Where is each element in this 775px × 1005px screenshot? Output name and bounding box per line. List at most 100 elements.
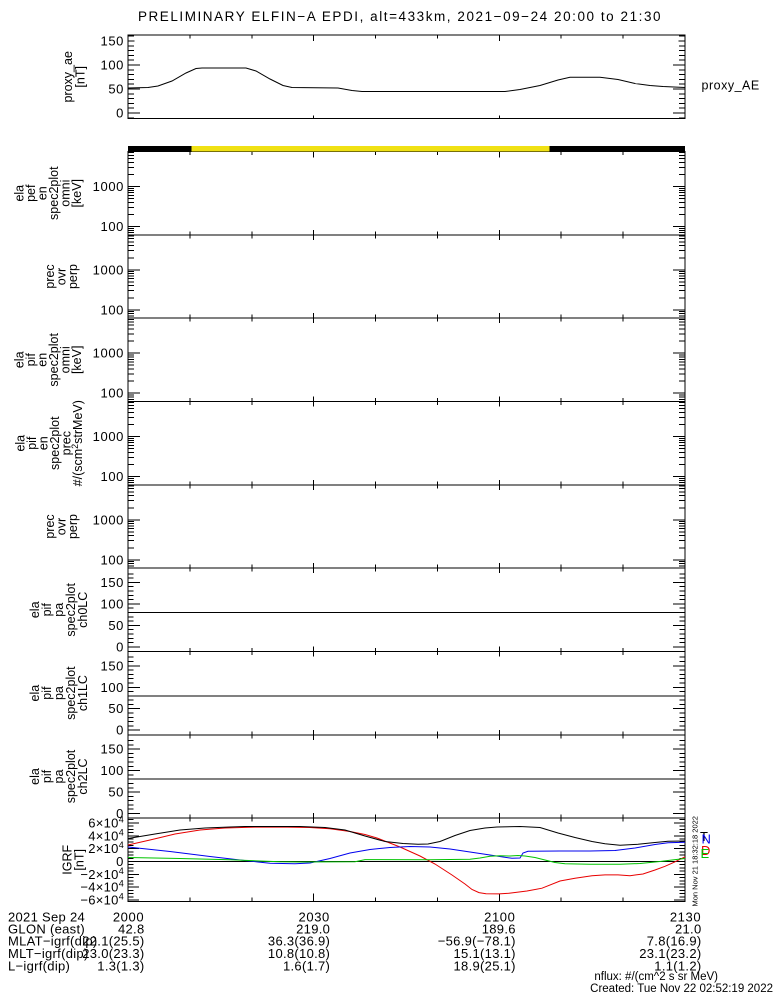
svg-text:100: 100 (101, 552, 125, 567)
svg-text:en: en (37, 436, 51, 450)
svg-text:1000: 1000 (93, 179, 124, 194)
svg-text:T: T (700, 829, 708, 844)
svg-text:150: 150 (101, 742, 125, 757)
svg-text:2100: 2100 (484, 909, 515, 924)
svg-text:pif: pif (24, 353, 38, 367)
svg-text:[nT]: [nT] (74, 66, 88, 88)
svg-text:E: E (701, 846, 710, 861)
svg-text:18.9(25.1): 18.9(25.1) (454, 959, 516, 974)
svg-text:pif: pif (40, 686, 54, 700)
svg-text:D: D (701, 843, 710, 858)
svg-text:PRELIMINARY ELFIN−A EPDI, alt=: PRELIMINARY ELFIN−A EPDI, alt=433km, 202… (138, 9, 662, 24)
svg-text:omni: omni (59, 346, 73, 373)
svg-text:IGRF: IGRF (61, 845, 75, 875)
svg-text:ovr: ovr (55, 518, 69, 535)
svg-text:−56.9(−78.1): −56.9(−78.1) (438, 934, 516, 949)
svg-text:6×104: 6×104 (88, 814, 124, 830)
svg-text:50: 50 (108, 618, 124, 633)
svg-text:ch2LC: ch2LC (76, 758, 90, 794)
svg-text:0: 0 (116, 106, 124, 121)
svg-text:10.8(10.8): 10.8(10.8) (268, 946, 330, 961)
svg-text:prec: prec (43, 264, 57, 288)
svg-text:ela: ela (13, 185, 27, 202)
svg-text:omni: omni (59, 180, 73, 207)
svg-text:MLT−igrf(dip): MLT−igrf(dip) (8, 946, 89, 961)
svg-text:ela: ela (28, 685, 42, 702)
svg-text:pa: pa (52, 603, 66, 617)
svg-text:100: 100 (101, 386, 125, 401)
svg-text:ch0LC: ch0LC (76, 592, 90, 628)
svg-text:pa: pa (52, 770, 66, 784)
svg-text:150: 150 (101, 658, 125, 673)
svg-text:Mon Nov 21 18:32:18 2022: Mon Nov 21 18:32:18 2022 (691, 816, 700, 906)
svg-text:100: 100 (101, 596, 125, 611)
svg-text:perp: perp (66, 264, 80, 289)
svg-text:1000: 1000 (93, 346, 124, 361)
svg-text:spec2plot: spec2plot (64, 749, 78, 803)
svg-text:ela: ela (14, 435, 28, 452)
svg-text:spec2plot: spec2plot (64, 583, 78, 637)
svg-text:proxy_AE: proxy_AE (702, 79, 760, 93)
svg-text:42.8: 42.8 (118, 922, 145, 937)
svg-text:N: N (702, 832, 711, 847)
svg-text:pef: pef (24, 184, 38, 202)
svg-text:−4×104: −4×104 (80, 879, 124, 895)
svg-text:15.1(13.1): 15.1(13.1) (454, 946, 516, 961)
svg-text:2000: 2000 (113, 909, 144, 924)
svg-text:1000: 1000 (93, 429, 124, 444)
svg-text:−2×104: −2×104 (80, 866, 124, 882)
svg-text:spec2plot: spec2plot (47, 166, 61, 220)
svg-text:7.8(16.9): 7.8(16.9) (647, 934, 702, 949)
svg-text:proxy_ae: proxy_ae (61, 51, 75, 102)
svg-text:4×104: 4×104 (88, 827, 124, 843)
svg-text:2130: 2130 (670, 909, 701, 924)
svg-text:50: 50 (108, 785, 124, 800)
svg-text:pif: pif (40, 769, 54, 783)
svg-text:219.0: 219.0 (296, 922, 330, 937)
svg-text:L−igrf(dip): L−igrf(dip) (8, 959, 70, 974)
svg-text:spec2plot: spec2plot (47, 333, 61, 387)
svg-text:21.0: 21.0 (675, 922, 702, 937)
svg-text:1000: 1000 (93, 262, 124, 277)
svg-text:en: en (36, 186, 50, 200)
svg-text:perp: perp (66, 514, 80, 539)
svg-text:prec: prec (60, 431, 74, 455)
svg-text:23.0(23.3): 23.0(23.3) (82, 946, 144, 961)
svg-text:0: 0 (116, 639, 124, 654)
svg-text:23.1(23.2): 23.1(23.2) (639, 946, 701, 961)
svg-text:nflux: #/(cm^2 s sr MeV): nflux: #/(cm^2 s sr MeV) (594, 971, 718, 983)
svg-text:100: 100 (101, 469, 125, 484)
svg-text:pa: pa (52, 686, 66, 700)
svg-text:2×104: 2×104 (88, 840, 124, 856)
svg-text:Created: Tue Nov 22 02:52:19 2: Created: Tue Nov 22 02:52:19 2022 (590, 983, 773, 995)
svg-text:1.6(1.7): 1.6(1.7) (283, 959, 330, 974)
svg-text:189.6: 189.6 (482, 922, 516, 937)
svg-text:GLON (east): GLON (east) (8, 922, 85, 937)
svg-text:2030: 2030 (299, 909, 330, 924)
svg-text:−6×104: −6×104 (80, 892, 124, 908)
svg-text:ela: ela (28, 601, 42, 618)
svg-text:36.3(36.9): 36.3(36.9) (268, 934, 330, 949)
svg-text:ovr: ovr (55, 268, 69, 285)
svg-text:ch1LC: ch1LC (76, 675, 90, 711)
svg-text:MLAT−igrf(dip): MLAT−igrf(dip) (8, 934, 98, 949)
svg-text:50: 50 (108, 701, 124, 716)
svg-text:150: 150 (101, 34, 125, 49)
svg-text:2021 Sep 24: 2021 Sep 24 (8, 909, 85, 924)
svg-text:100: 100 (101, 219, 125, 234)
svg-text:100: 100 (101, 763, 125, 778)
svg-text:[keV]: [keV] (70, 179, 84, 208)
svg-text:#/(scm2strMeV): #/(scm2strMeV) (70, 400, 85, 486)
svg-text:0: 0 (116, 854, 124, 869)
svg-text:en: en (36, 353, 50, 367)
svg-text:prec: prec (43, 514, 57, 538)
svg-text:0: 0 (116, 806, 124, 821)
svg-text:[keV]: [keV] (70, 346, 84, 375)
svg-text:ela: ela (13, 351, 27, 368)
svg-text:ela: ela (28, 768, 42, 785)
svg-text:100: 100 (101, 680, 125, 695)
svg-text:100: 100 (101, 58, 125, 73)
svg-text:50: 50 (108, 82, 124, 97)
svg-text:spec2plot: spec2plot (64, 666, 78, 720)
svg-text:[nT]: [nT] (73, 849, 87, 871)
